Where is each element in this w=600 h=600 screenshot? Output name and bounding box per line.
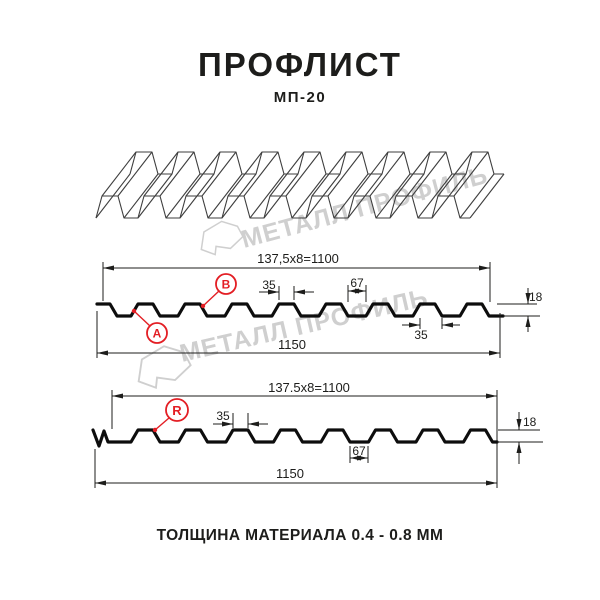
drawing-line [227, 151, 263, 197]
drawing-line [95, 173, 131, 219]
profile-outline [95, 302, 505, 318]
drawing-line [285, 151, 321, 197]
drawing-line [179, 173, 215, 219]
dim-valley-label: 67 [350, 276, 364, 290]
drawing-line [201, 151, 237, 197]
drawing-line [469, 173, 505, 219]
product-model: МП-20 [273, 89, 327, 106]
drawing-line [202, 290, 220, 307]
drawing-line [154, 417, 170, 431]
drawing-line [137, 173, 173, 219]
metallprofil-logo-icon [200, 220, 244, 256]
drawing-line [311, 151, 347, 197]
drawing-line [131, 308, 137, 314]
drawing-line [143, 151, 179, 197]
dim-rib-top: 35 [259, 278, 314, 300]
profile-outline [91, 428, 499, 448]
callout-a-label: A [153, 327, 162, 341]
drawing-line [453, 151, 489, 197]
drawing-line [159, 151, 195, 197]
dim-overall-label: 1150 [276, 466, 304, 481]
drawing-line [327, 151, 363, 197]
material-thickness-note: ТОЛЩИНА МАТЕРИАЛА 0.4 - 0.8 ММ [156, 527, 444, 544]
dim-valley: 67 [347, 276, 367, 302]
drawing-line [185, 151, 221, 197]
callout-r-label: R [172, 403, 182, 418]
dim-rib-top: 35 [213, 409, 268, 428]
drawing-line [243, 151, 279, 197]
drawing-line [431, 173, 467, 219]
drawing-line [215, 273, 237, 295]
drawing-line [375, 173, 411, 219]
callout-b-label: B [222, 278, 231, 292]
drawing-line [152, 427, 158, 433]
drawing-line [117, 151, 153, 197]
drawing-line [459, 173, 495, 219]
callout-a: A [131, 308, 168, 344]
dim-height: 18 [497, 288, 543, 332]
watermark-brand-text: МЕТАЛЛ ПРОФИЛЬ [177, 283, 431, 367]
dim-pitch: 137,5x8=1100 [257, 251, 339, 266]
dim-rib-bottom-label: 35 [414, 328, 428, 342]
drawing-line [146, 322, 168, 344]
dim-overall-label: 1150 [278, 337, 306, 352]
dim-rib-top-label: 35 [262, 278, 276, 292]
drawing-line [389, 173, 425, 219]
dim-valley-label: 67 [352, 444, 366, 458]
drawing-line [165, 398, 189, 422]
drawing-line [101, 151, 137, 197]
sketch-fold-lines [95, 151, 505, 219]
dim-valley: 67 [349, 444, 369, 463]
drawing-line [133, 310, 151, 327]
drawing-line [437, 151, 473, 197]
drawing-line [417, 173, 453, 219]
drawing-line [207, 173, 243, 219]
drawing-line [333, 173, 369, 219]
page-title: ПРОФЛИСТ [198, 46, 402, 83]
profile-3d-sketch [95, 151, 505, 219]
dim-pitch: 137.5x8=1100 [268, 380, 350, 395]
cross-section-bottom: 137.5x8=1100 R 35 67 [91, 380, 543, 488]
drawing-line [305, 173, 341, 219]
drawing-line [263, 173, 299, 219]
drawing-line [123, 173, 159, 219]
dim-overall: 1150 [94, 449, 497, 488]
drawing-line [291, 173, 327, 219]
drawing-line [411, 151, 447, 197]
dim-overall: 1150 [96, 311, 501, 358]
drawing-line [395, 151, 431, 197]
callout-b: B [200, 273, 237, 309]
dim-height-label: 18 [523, 415, 537, 429]
drawing-line [165, 173, 201, 219]
dim-height-label: 18 [529, 290, 543, 304]
drawing-line [200, 303, 206, 309]
drawing-line [221, 173, 257, 219]
dim-rib-bottom: 35 [402, 318, 460, 342]
drawing-line [369, 151, 405, 197]
watermark-brand-text: МЕТАЛЛ ПРОФИЛЬ [238, 161, 491, 254]
callout-r: R [152, 398, 189, 433]
drawing-line [269, 151, 305, 197]
drawing-line [353, 151, 389, 197]
dim-rib-top-label: 35 [216, 409, 230, 423]
cross-section-top: 137,5x8=1100 A B 35 [95, 251, 543, 358]
drawing-line [347, 173, 383, 219]
dim-height: 18 [497, 412, 543, 464]
drawing-line [249, 173, 285, 219]
